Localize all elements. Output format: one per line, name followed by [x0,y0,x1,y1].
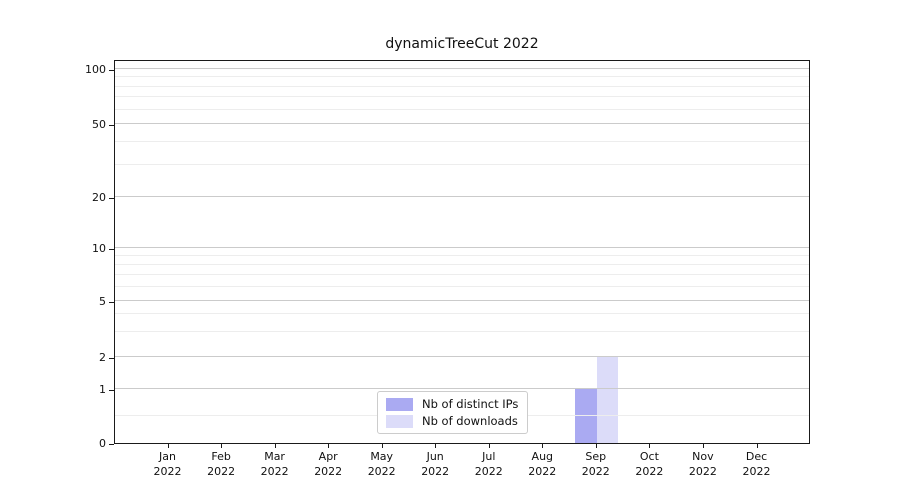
legend-row-downloads: Nb of downloads [386,414,518,428]
plot-area [114,60,810,444]
x-tick-year: 2022 [260,464,289,478]
x-tick-month: Dec [745,450,768,463]
x-tick-month: Feb [211,450,231,463]
gridline-major [115,246,809,248]
x-tick-mark [488,444,490,448]
x-tick-month: May [370,450,394,463]
x-tick-year: 2022 [688,464,717,478]
x-tick-mark [381,444,383,448]
x-tick-mark [167,444,169,448]
legend-label-distinct-ips: Nb of distinct IPs [422,397,519,411]
x-tick-label: Feb 2022 [189,450,253,479]
x-tick-year: 2022 [153,464,182,478]
x-tick-month: Oct [639,450,659,463]
y-tick-label: 20 [92,191,106,205]
x-tick-label: Sep 2022 [564,450,628,479]
x-tick-month: Mar [264,450,285,463]
legend-row-distinct-ips: Nb of distinct IPs [386,397,518,411]
x-tick-label: Jun 2022 [403,450,467,479]
bar-distinct-ips [575,388,597,443]
gridline-minor [115,313,809,315]
y-tick-mark [109,248,114,250]
legend-swatch-downloads [386,414,413,428]
x-tick-year: 2022 [207,464,236,478]
gridline-minor [115,285,809,287]
x-tick-year: 2022 [742,464,771,478]
gridline-minor [115,273,809,275]
x-tick-label: Jul 2022 [457,450,521,479]
x-tick-month: Nov [692,450,714,463]
bar-downloads [596,356,619,443]
legend-swatch-distinct-ips [386,397,413,411]
y-tick-label: 50 [92,118,106,132]
x-tick-month: Apr [318,450,338,463]
y-tick-mark [109,357,114,359]
gridline-major [115,387,809,389]
x-tick-month: Sep [585,450,607,463]
x-tick-year: 2022 [635,464,664,478]
x-tick-month: Jul [482,450,496,463]
gridline-minor [115,254,809,256]
y-tick-label: 5 [99,294,106,308]
x-tick-year: 2022 [421,464,450,478]
gridline-major [115,355,809,357]
x-tick-mark [595,444,597,448]
gridline-minor [115,108,809,110]
y-tick-label: 2 [99,350,106,364]
y-tick-label: 1 [99,382,106,396]
y-tick-label: 100 [85,63,106,76]
x-tick-mark [542,444,544,448]
y-tick-mark [109,444,114,445]
x-tick-label: Aug 2022 [510,450,574,479]
chart-title: dynamicTreeCut 2022 [385,36,539,52]
x-tick-year: 2022 [474,464,503,478]
y-tick-mark [109,301,114,303]
x-tick-label: Dec 2022 [725,450,789,479]
y-tick-mark [109,389,114,391]
x-tick-mark [702,444,704,448]
y-tick-mark [109,198,114,200]
x-tick-mark [756,444,758,448]
gridline-major [115,68,809,69]
x-tick-year: 2022 [367,464,396,478]
gridline-minor [115,85,809,87]
x-tick-mark [435,444,437,448]
x-tick-month: Jan [159,450,176,463]
gridline-major [115,196,809,198]
gridline-major [115,123,809,125]
legend: Nb of distinct IPs Nb of downloads [377,391,529,434]
x-tick-label: Nov 2022 [671,450,735,479]
x-tick-label: Mar 2022 [243,450,307,479]
legend-label-downloads: Nb of downloads [422,414,518,428]
x-tick-year: 2022 [528,464,557,478]
x-tick-year: 2022 [314,464,343,478]
y-tick-label: 10 [92,241,106,255]
x-tick-month: Aug [531,450,554,463]
gridline-minor [115,164,809,165]
gridline-major [115,299,809,301]
y-tick-mark [109,125,114,127]
x-tick-mark [649,444,651,448]
x-tick-label: Apr 2022 [296,450,360,479]
x-tick-label: Jan 2022 [136,450,200,479]
gridline-minor [115,330,809,332]
x-tick-mark [328,444,330,448]
y-tick-mark [109,70,114,71]
gridline-minor [115,263,809,265]
x-tick-mark [221,444,223,448]
x-tick-year: 2022 [581,464,610,478]
x-tick-label: Oct 2022 [617,450,681,479]
x-tick-month: Jun [426,450,444,463]
gridline-minor [115,141,809,142]
y-tick-label: 0 [99,437,106,450]
x-tick-label: May 2022 [350,450,414,479]
x-tick-mark [274,444,276,448]
gridline-minor [115,96,809,98]
gridline-minor [115,76,809,78]
